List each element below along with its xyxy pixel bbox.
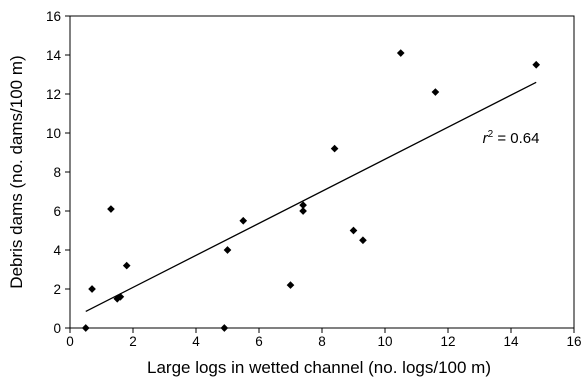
r-squared-annotation: r2 = 0.64 <box>483 129 540 147</box>
y-tick-label: 2 <box>53 282 61 297</box>
data-point <box>286 281 295 289</box>
x-tick-label: 2 <box>129 334 137 349</box>
x-tick-label: 12 <box>440 334 455 349</box>
y-tick-label: 0 <box>53 321 61 336</box>
data-point <box>116 292 125 301</box>
data-point <box>359 236 367 245</box>
data-point <box>532 60 541 69</box>
superscript: 2 <box>488 129 494 140</box>
data-point <box>107 205 115 213</box>
y-tick-label: 12 <box>46 87 61 102</box>
x-tick-label: 16 <box>566 334 581 349</box>
data-point <box>239 216 248 225</box>
r-symbol: r <box>483 130 489 147</box>
x-tick-label: 8 <box>318 334 326 349</box>
x-tick-label: 4 <box>192 334 200 349</box>
data-point <box>122 261 131 270</box>
labels: Large logs in wetted channel (no. logs/1… <box>7 55 540 377</box>
r-squared-value: = 0.64 <box>493 130 539 147</box>
data-point <box>349 226 358 235</box>
y-tick-label: 6 <box>53 204 61 219</box>
data-point <box>299 207 307 215</box>
x-tick-label: 10 <box>377 334 392 349</box>
data-point <box>223 246 232 254</box>
y-tick-label: 4 <box>53 243 61 258</box>
y-tick-label: 8 <box>53 165 61 180</box>
y-axis-title: Debris dams (no. dams/100 m) <box>7 55 26 288</box>
data-point <box>330 144 339 153</box>
data-points <box>81 49 541 332</box>
trendline-group <box>85 81 537 313</box>
data-point <box>220 324 229 332</box>
x-tick-label: 0 <box>66 334 74 349</box>
y-tick-label: 14 <box>46 48 62 63</box>
data-point <box>88 285 96 293</box>
trendline <box>85 81 537 313</box>
data-point <box>81 324 90 332</box>
x-tick-label: 6 <box>255 334 263 349</box>
x-tick-label: 14 <box>503 334 519 349</box>
y-tick-label: 10 <box>46 126 61 141</box>
y-tick-label: 16 <box>46 9 61 24</box>
data-point <box>431 88 440 96</box>
ticks: 0 2 4 6 8 10 12 14 16 0 2 4 6 8 10 12 14 16 <box>46 9 582 349</box>
x-axis-title: Large logs in wetted channel (no. logs/1… <box>147 358 491 377</box>
data-point <box>396 49 405 57</box>
